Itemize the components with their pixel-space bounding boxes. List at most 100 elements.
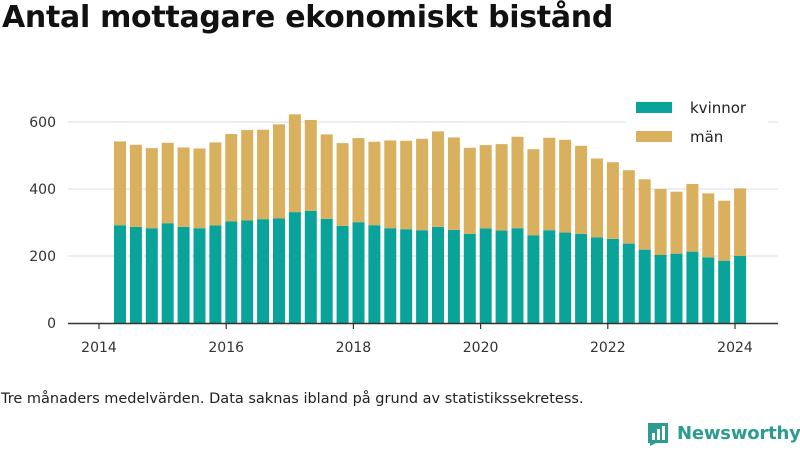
bar-kvinnor: [559, 232, 572, 323]
bar-kvinnor: [590, 237, 603, 323]
bar-man: [606, 162, 619, 239]
bar-kvinnor: [431, 226, 444, 323]
bar-man: [670, 191, 683, 254]
bar-man: [177, 147, 190, 227]
x-tick-label-2024: 2024: [717, 340, 753, 356]
bar-kvinnor: [543, 230, 556, 323]
bar-kvinnor: [368, 225, 381, 323]
bar-kvinnor: [400, 229, 413, 323]
bar-kvinnor: [702, 257, 715, 323]
brand-logo: Newsworthy: [645, 420, 800, 446]
bar-kvinnor: [638, 249, 651, 323]
x-tick-label-2016: 2016: [208, 340, 244, 356]
bar-man: [575, 145, 588, 234]
bar-man: [447, 137, 460, 230]
legend-label-man: män: [690, 128, 723, 146]
y-tick-label-0: 0: [47, 316, 56, 332]
bar-kvinnor: [416, 230, 429, 323]
footnote: Tre månaders medelvärden. Data saknas ib…: [1, 391, 584, 407]
bar-man: [702, 193, 715, 258]
bar-man: [590, 158, 603, 238]
bar-man: [225, 134, 238, 222]
bar-man: [145, 148, 158, 229]
bar-kvinnor: [113, 225, 126, 323]
y-tick-label-600: 600: [29, 115, 56, 131]
bar-kvinnor: [129, 226, 142, 323]
bar-man: [463, 147, 476, 234]
bar-man: [209, 142, 222, 226]
bar-kvinnor: [622, 243, 635, 323]
bar-kvinnor: [336, 225, 349, 323]
bar-man: [495, 144, 508, 231]
bar-man: [638, 179, 651, 250]
bar-man: [113, 141, 126, 226]
bar-man: [543, 137, 556, 231]
bar-man: [654, 189, 667, 255]
bar-kvinnor: [209, 225, 222, 323]
y-tick-label-200: 200: [29, 249, 56, 265]
chart-title: Antal mottagare ekonomiskt bistånd: [2, 0, 614, 35]
legend-swatch-man: [636, 131, 672, 142]
x-tick-label-2018: 2018: [336, 340, 372, 356]
bar-man: [304, 119, 317, 211]
x-tick-label-2022: 2022: [590, 340, 626, 356]
bar-kvinnor: [718, 260, 731, 323]
bar-man: [257, 129, 270, 220]
bar-kvinnor: [447, 229, 460, 323]
bar-man: [686, 183, 699, 252]
legend-label-kvinnor: kvinnor: [690, 99, 747, 117]
bar-kvinnor: [511, 228, 524, 323]
bar-kvinnor: [288, 212, 301, 323]
bar-man: [336, 143, 349, 226]
bar-man: [527, 149, 540, 236]
bar-kvinnor: [654, 254, 667, 323]
bar-man: [161, 142, 174, 224]
bar-kvinnor: [352, 222, 365, 323]
bar-man: [479, 145, 492, 229]
bar-man: [241, 130, 254, 221]
bar-kvinnor: [686, 251, 699, 323]
bar-kvinnor: [193, 228, 206, 323]
newsworthy-logo-icon: [648, 423, 668, 446]
bar-kvinnor: [177, 226, 190, 323]
bar-kvinnor: [257, 219, 270, 323]
x-tick-label-2020: 2020: [463, 340, 499, 356]
bar-man: [193, 148, 206, 229]
y-axis-ticks: 0 200 400 600: [29, 115, 56, 332]
bar-man: [734, 188, 747, 256]
bar-kvinnor: [670, 253, 683, 323]
bar-kvinnor: [304, 210, 317, 323]
bar-man: [288, 114, 301, 213]
bar-man: [416, 138, 429, 231]
bar-kvinnor: [479, 228, 492, 323]
bar-kvinnor: [145, 228, 158, 323]
bar-kvinnor: [734, 256, 747, 323]
bar-kvinnor: [272, 218, 285, 323]
bar-man: [718, 200, 731, 261]
bar-kvinnor: [606, 238, 619, 323]
bar-kvinnor: [575, 233, 588, 323]
bar-man: [559, 139, 572, 233]
bar-man: [368, 141, 381, 226]
bar-kvinnor: [225, 221, 238, 323]
bar-kvinnor: [320, 218, 333, 323]
bar-man: [622, 170, 635, 244]
bar-kvinnor: [161, 223, 174, 323]
bar-man: [320, 134, 333, 219]
bar-kvinnor: [463, 233, 476, 323]
legend-swatch-kvinnor: [636, 102, 672, 113]
bar-man: [352, 138, 365, 223]
x-axis-ticks: 2014 2016 2018 2020 2022 2024: [81, 323, 753, 356]
bar-kvinnor: [241, 220, 254, 323]
x-tick-label-2014: 2014: [81, 340, 117, 356]
bar-man: [129, 144, 142, 227]
bar-kvinnor: [495, 230, 508, 323]
bar-man: [511, 136, 524, 229]
bar-kvinnor: [384, 228, 397, 323]
y-tick-label-400: 400: [29, 182, 56, 198]
bar-man: [384, 140, 397, 229]
bar-man: [431, 131, 444, 227]
legend: kvinnor män: [626, 92, 768, 154]
bars: [113, 114, 747, 323]
